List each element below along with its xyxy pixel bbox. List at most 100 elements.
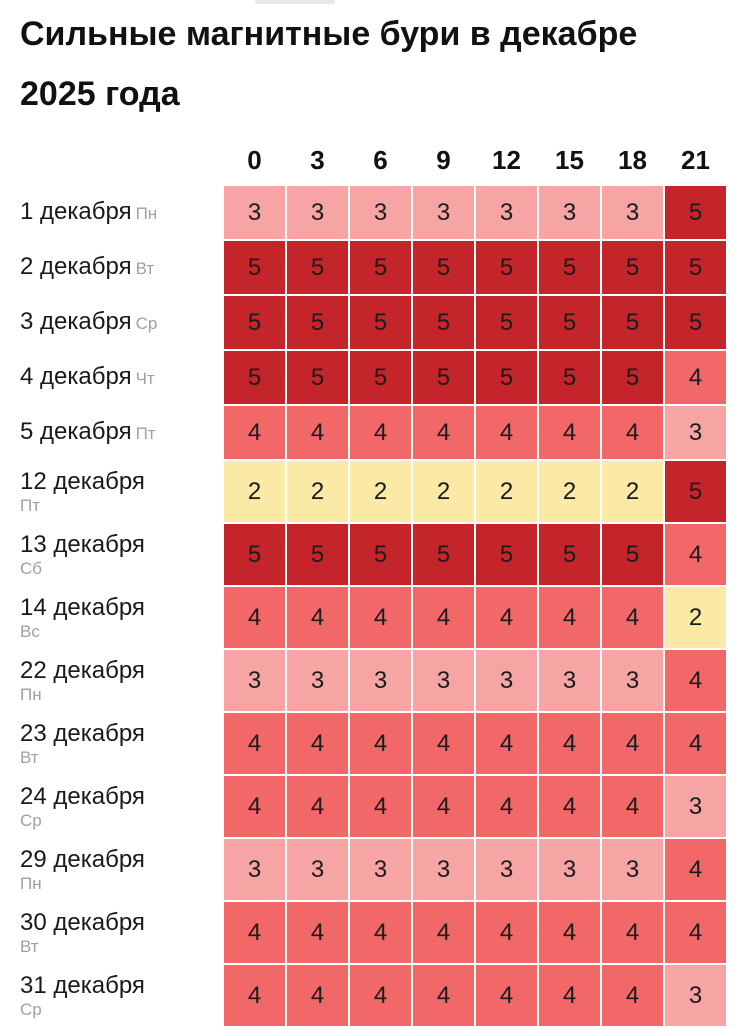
date-text: 5 декабря — [20, 418, 132, 445]
row-date-label: 3 декабря Ср — [16, 295, 223, 350]
heatmap-cell: 4 — [538, 712, 601, 775]
date-text: 14 декабря — [20, 594, 145, 621]
heatmap-cell: 5 — [475, 295, 538, 350]
heatmap-cell: 2 — [412, 460, 475, 523]
page-title: Сильные магнитные бури в декабре 2025 го… — [20, 15, 638, 113]
hour-label: 9 — [436, 144, 451, 175]
heatmap-row: 22 декабря Пн 3 3 3 3 3 3 3 4 — [16, 649, 727, 712]
heatmap-cell: 4 — [601, 901, 664, 964]
date-text: 1 декабря — [20, 198, 132, 225]
heatmap-cell: 4 — [412, 586, 475, 649]
heatmap-cell: 5 — [601, 350, 664, 405]
heatmap-cell: 3 — [601, 185, 664, 240]
heatmap-cell: 4 — [664, 649, 727, 712]
heatmap-cell: 5 — [601, 523, 664, 586]
date-text: 29 декабря — [20, 846, 145, 873]
hour-label: 18 — [618, 144, 647, 175]
heatmap-cell: 3 — [601, 838, 664, 901]
heatmap-cell: 4 — [223, 586, 286, 649]
date-text: 30 декабря — [20, 909, 145, 936]
heatmap-cell: 4 — [664, 901, 727, 964]
heatmap-cell: 5 — [223, 523, 286, 586]
date-text: 2 декабря — [20, 253, 132, 280]
heatmap-chart: 0 3 6 9 12 15 18 21 1 декабря Пн 3 3 3 3 3 3 3 5 2… — [16, 135, 727, 1027]
top-edge — [0, 0, 746, 6]
heatmap-cell: 4 — [223, 712, 286, 775]
date-text: 3 декабря — [20, 308, 132, 335]
heatmap-row: 24 декабря Ср 4 4 4 4 4 4 4 3 — [16, 775, 727, 838]
heatmap-row: 30 декабря Вт 4 4 4 4 4 4 4 4 — [16, 901, 727, 964]
heatmap-cell: 2 — [286, 460, 349, 523]
heatmap-cell: 3 — [475, 185, 538, 240]
heatmap-cell: 4 — [601, 712, 664, 775]
date-text: 4 декабря — [20, 363, 132, 390]
row-date-label: 30 декабря Вт — [16, 901, 223, 964]
weekday-text: Ср — [135, 314, 158, 333]
heatmap-cell: 5 — [412, 523, 475, 586]
heatmap-cell: 3 — [223, 649, 286, 712]
row-date-label: 12 декабря Пт — [16, 460, 223, 523]
heatmap-cell: 3 — [223, 838, 286, 901]
heatmap-cell: 5 — [664, 185, 727, 240]
heatmap-cell: 5 — [286, 240, 349, 295]
hour-label: 3 — [310, 144, 325, 175]
heatmap-row: 12 декабря Пт 2 2 2 2 2 2 2 5 — [16, 460, 727, 523]
heatmap-cell: 4 — [601, 586, 664, 649]
hour-label: 0 — [247, 144, 262, 175]
heatmap-cell: 5 — [412, 240, 475, 295]
weekday-text: Вт — [20, 748, 39, 767]
row-date-label: 29 декабря Пн — [16, 838, 223, 901]
weekday-text: Пт — [20, 496, 41, 515]
heatmap-cell: 4 — [286, 901, 349, 964]
hour-label: 21 — [681, 144, 710, 175]
heatmap-cell: 3 — [286, 185, 349, 240]
hour-header-row: 0 3 6 9 12 15 18 21 — [16, 135, 727, 185]
heatmap-cell: 4 — [286, 586, 349, 649]
heatmap-cell: 3 — [475, 649, 538, 712]
date-text: 31 декабря — [20, 972, 145, 999]
heatmap-cell: 5 — [223, 350, 286, 405]
heatmap-cell: 3 — [412, 838, 475, 901]
heatmap-row: 4 декабря Чт 5 5 5 5 5 5 5 4 — [16, 350, 727, 405]
heatmap-row: 2 декабря Вт 5 5 5 5 5 5 5 5 — [16, 240, 727, 295]
heatmap-cell: 3 — [538, 649, 601, 712]
hour-label: 6 — [373, 144, 388, 175]
heatmap-cell: 3 — [286, 649, 349, 712]
row-date-label: 13 декабря Сб — [16, 523, 223, 586]
weekday-text: Ср — [20, 811, 42, 830]
heatmap-cell: 2 — [223, 460, 286, 523]
heatmap-cell: 4 — [538, 405, 601, 460]
heatmap-cell: 4 — [664, 838, 727, 901]
heatmap-cell: 4 — [286, 712, 349, 775]
heatmap-row: 13 декабря Сб 5 5 5 5 5 5 5 4 — [16, 523, 727, 586]
hour-label: 12 — [492, 144, 521, 175]
heatmap-cell: 4 — [601, 775, 664, 838]
heatmap-cell: 5 — [286, 523, 349, 586]
heatmap-cell: 4 — [223, 775, 286, 838]
heatmap-cell: 3 — [349, 838, 412, 901]
heatmap-cell: 4 — [349, 405, 412, 460]
heatmap-cell: 3 — [538, 185, 601, 240]
heatmap-cell: 4 — [538, 775, 601, 838]
heatmap-row: 14 декабря Вс 4 4 4 4 4 4 4 2 — [16, 586, 727, 649]
heatmap-cell: 3 — [223, 185, 286, 240]
heatmap-cell: 4 — [475, 901, 538, 964]
heatmap-cell: 5 — [538, 523, 601, 586]
heatmap-cell: 3 — [286, 838, 349, 901]
hour-label: 15 — [555, 144, 584, 175]
heatmap-cell: 3 — [664, 405, 727, 460]
row-date-label: 23 декабря Вт — [16, 712, 223, 775]
date-text: 12 декабря — [20, 468, 145, 495]
heatmap-cell: 5 — [223, 240, 286, 295]
heatmap-cell: 5 — [286, 350, 349, 405]
heatmap-cell: 2 — [538, 460, 601, 523]
heatmap-cell: 4 — [538, 586, 601, 649]
heatmap-cell: 4 — [349, 712, 412, 775]
heatmap-cell: 4 — [286, 405, 349, 460]
heatmap-cell: 5 — [286, 295, 349, 350]
heatmap-cell: 5 — [538, 240, 601, 295]
heatmap-cell: 4 — [412, 712, 475, 775]
row-date-label: 5 декабря Пт — [16, 405, 223, 460]
weekday-text: Пт — [135, 424, 156, 443]
top-edge-mark — [255, 0, 335, 4]
